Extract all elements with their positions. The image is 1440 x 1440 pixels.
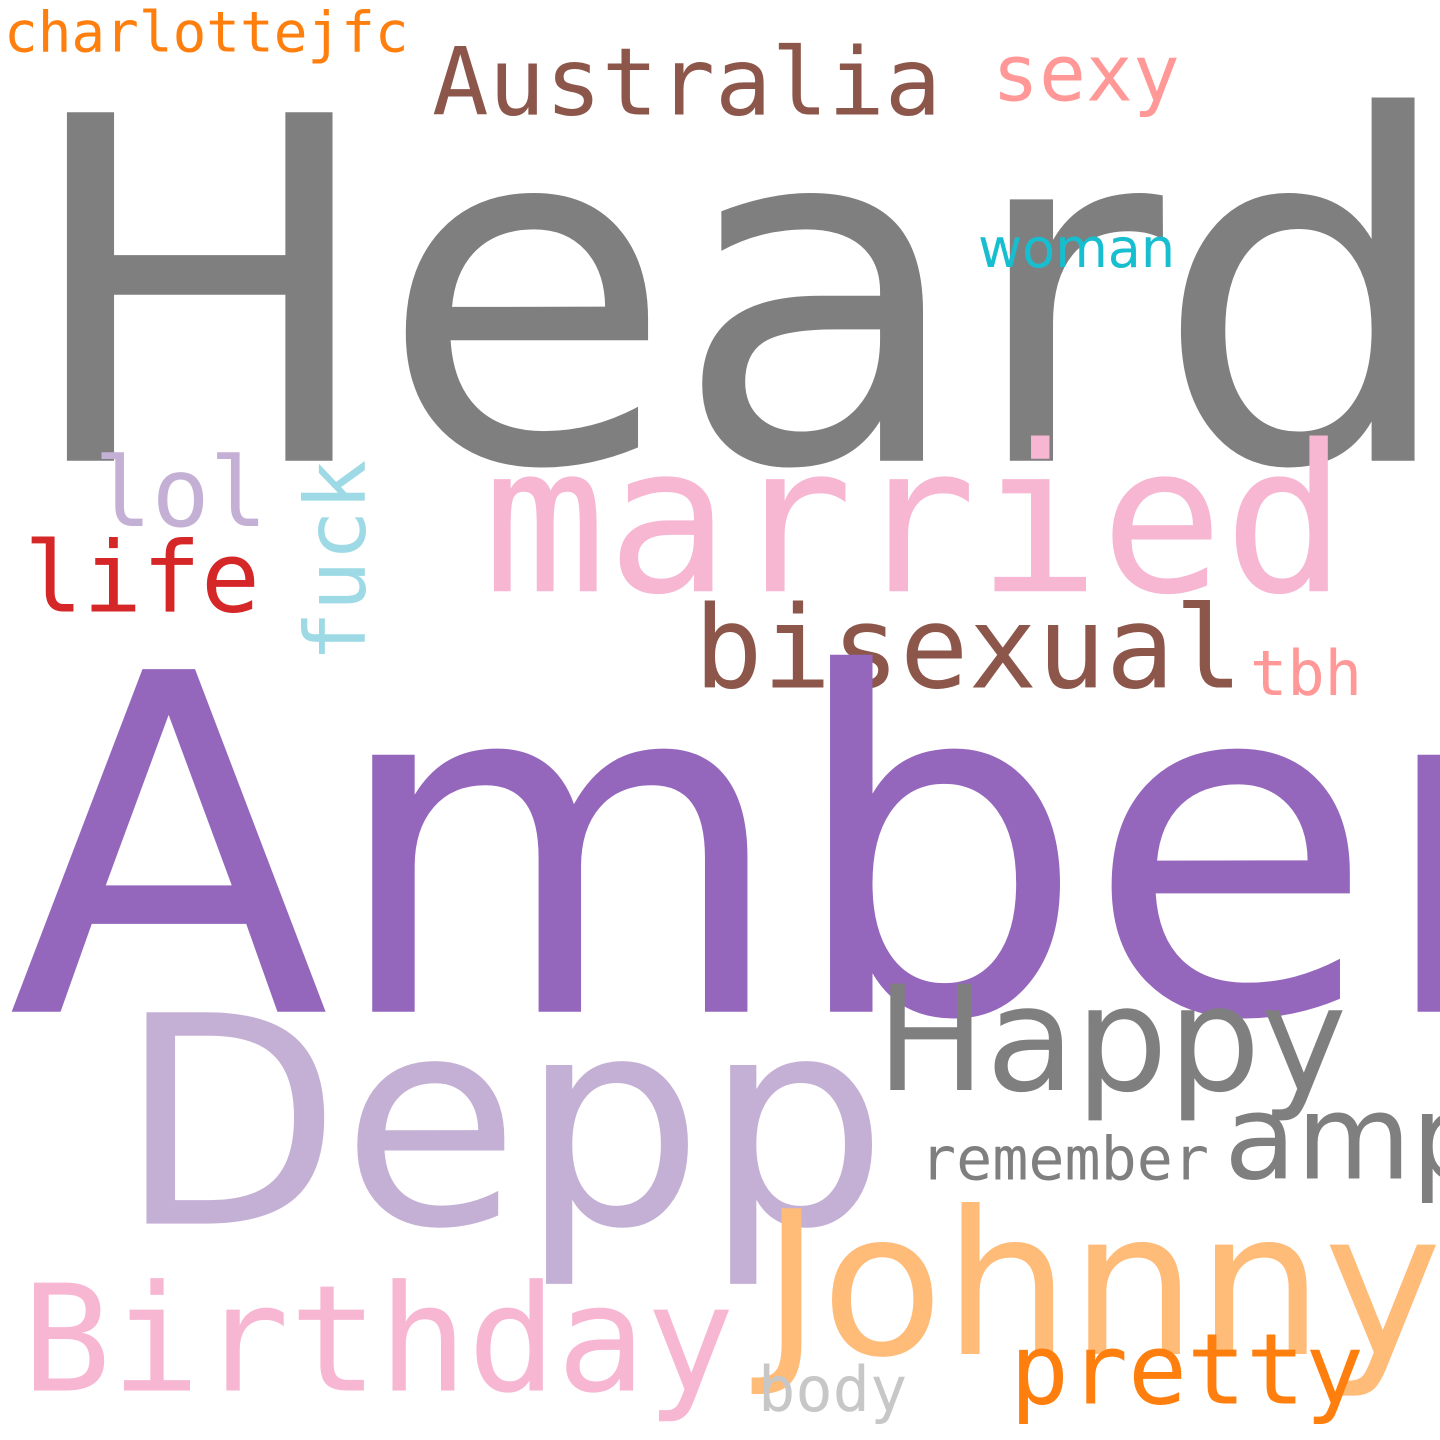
word-life: life (24, 521, 261, 636)
word-happy: Happy (876, 955, 1348, 1126)
word-bisexual: bisexual (694, 581, 1244, 715)
word-heard: Heard (20, 16, 1440, 574)
word-pretty: pretty (1010, 1313, 1365, 1428)
word-australia: Australia (432, 28, 942, 138)
word-tbh: tbh (1250, 636, 1362, 710)
word-depp: Depp (118, 955, 888, 1293)
word-birthday: Birthday (22, 1253, 735, 1426)
word-married: married (483, 402, 1347, 641)
word-woman: woman (978, 216, 1176, 280)
word-remember: remember (920, 1124, 1209, 1195)
word-amp: amp (1224, 1068, 1440, 1207)
word-charlottejfc: charlottejfc (4, 0, 409, 66)
word-lol: lol (94, 437, 268, 550)
word-sexy: sexy (992, 29, 1180, 120)
word-body: body (758, 1352, 908, 1426)
word-amber: Amber (8, 575, 1440, 1123)
word-johnny: Johnny (762, 1169, 1440, 1402)
